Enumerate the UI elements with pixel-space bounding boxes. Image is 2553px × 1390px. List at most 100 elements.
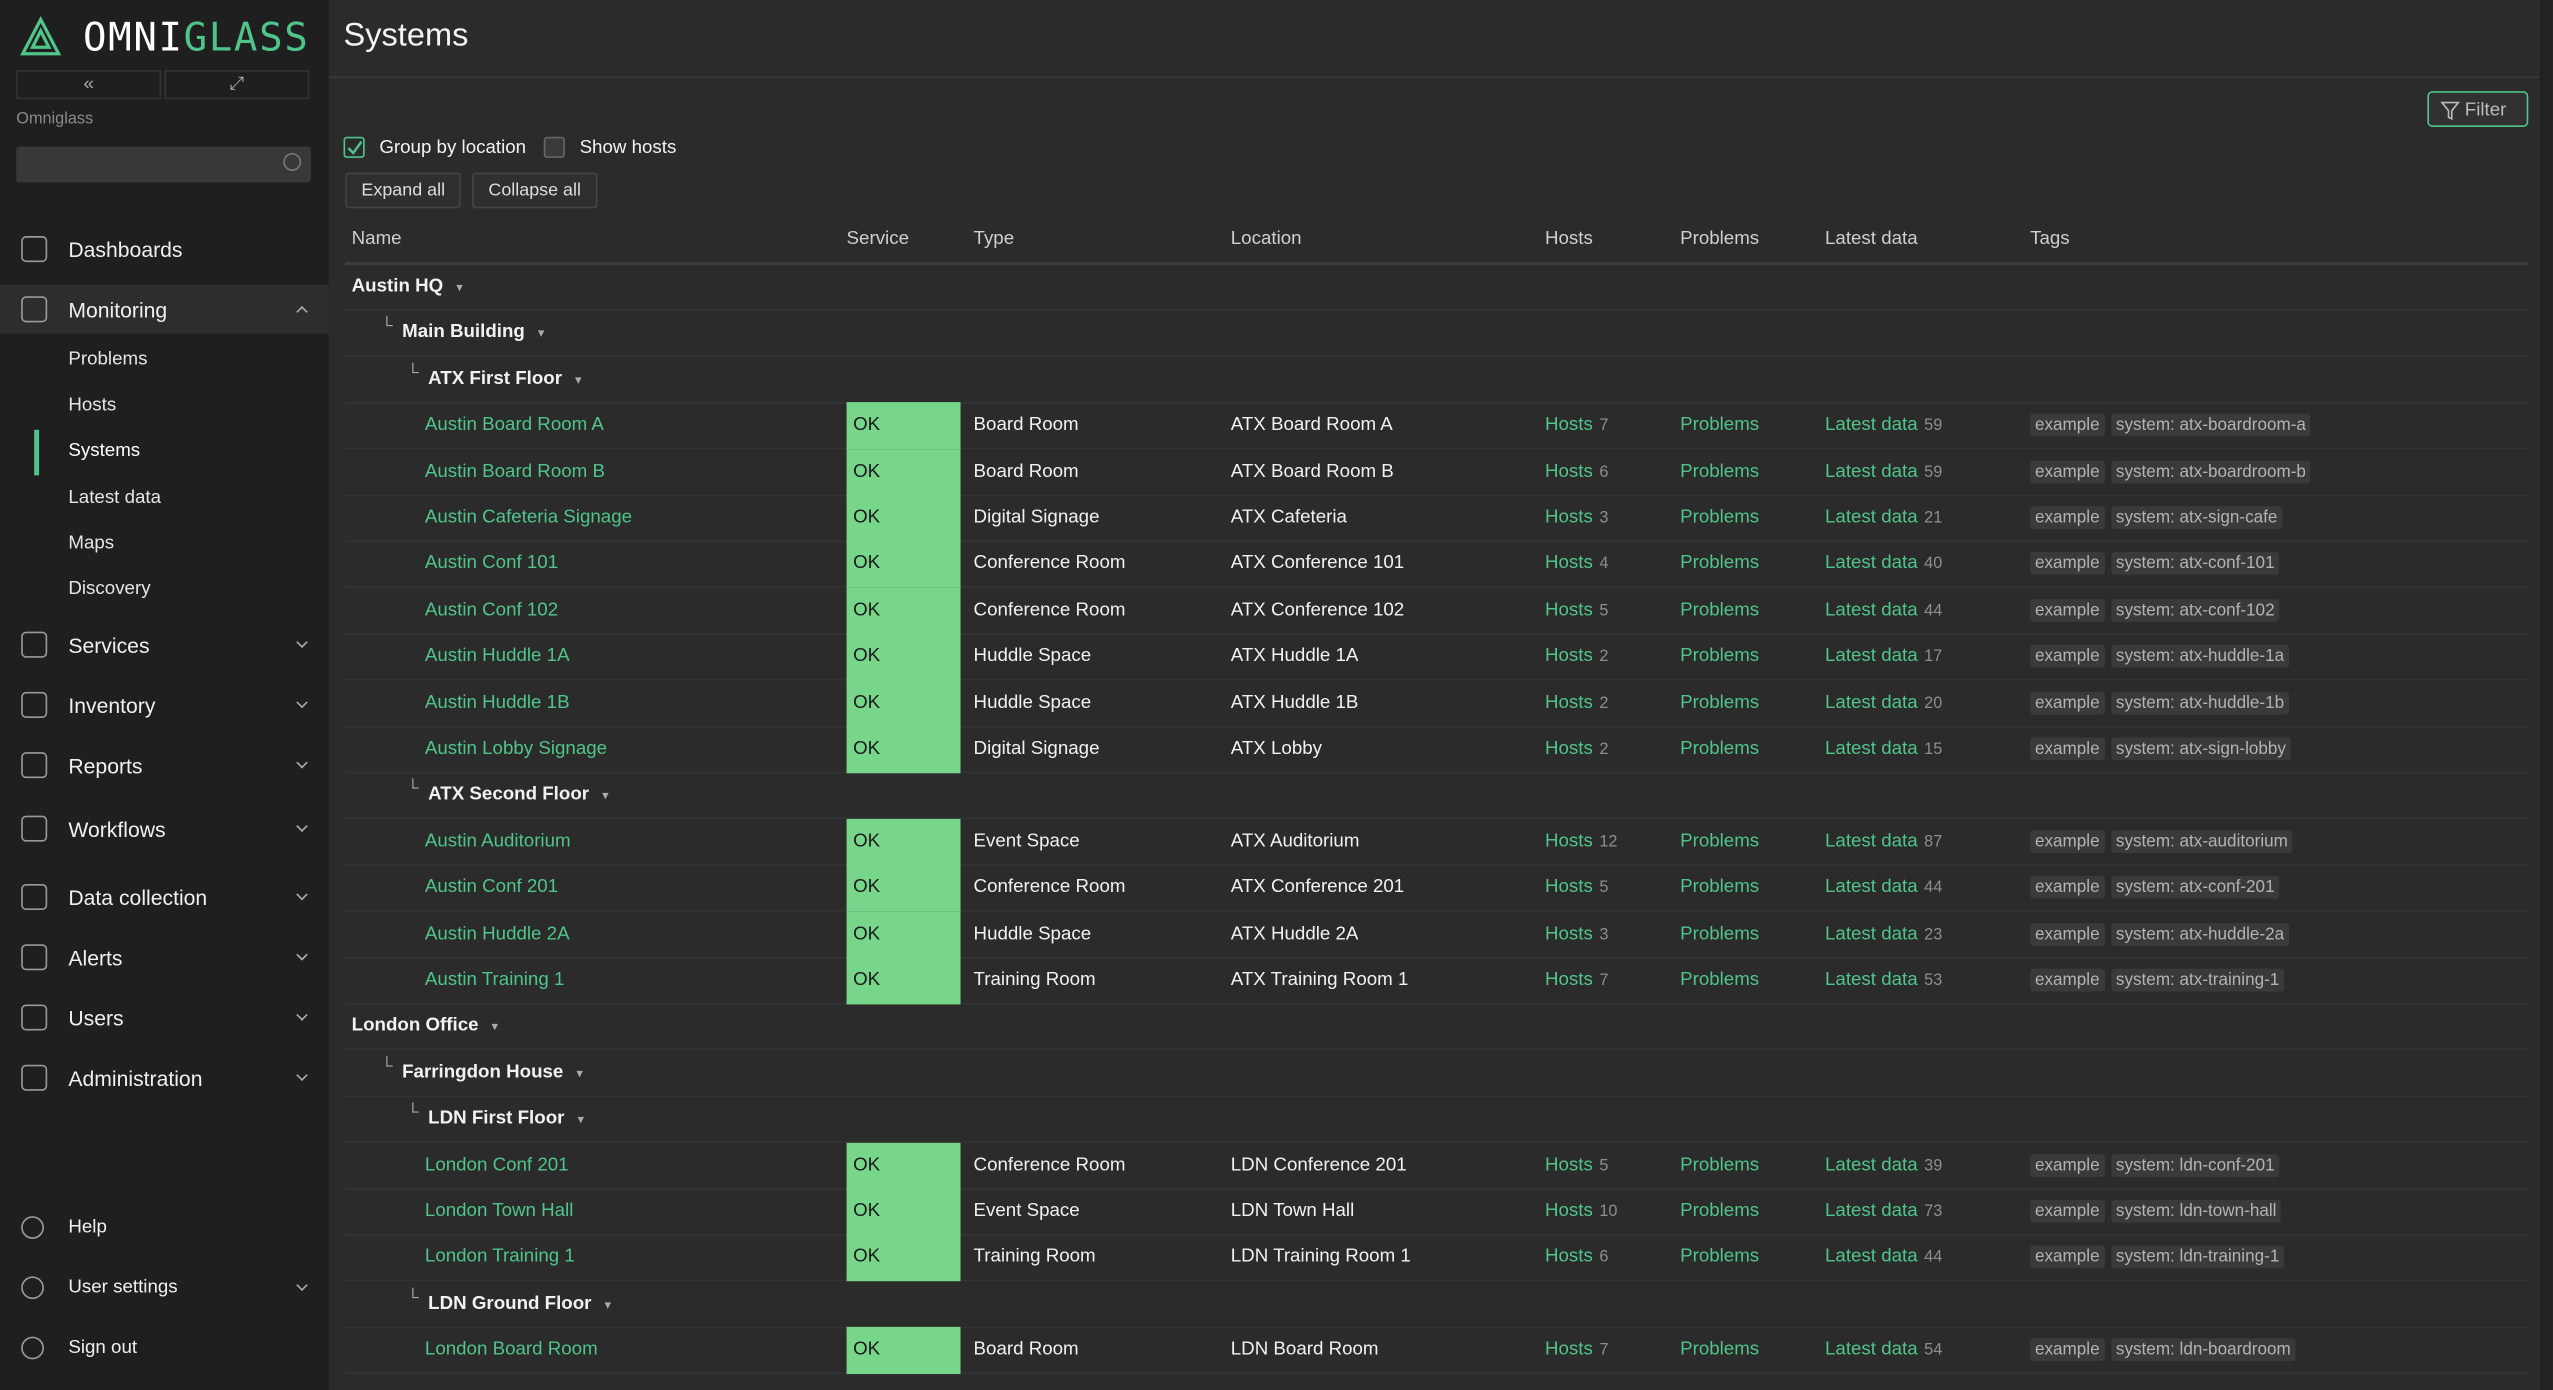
- hosts-link[interactable]: Hosts: [1544, 924, 1593, 944]
- bottom-item[interactable]: Help: [0, 1203, 329, 1252]
- system-name[interactable]: Austin Board Room A: [424, 415, 604, 435]
- hosts-link[interactable]: Hosts: [1544, 1201, 1593, 1221]
- latest-link[interactable]: Latest data: [1824, 924, 1918, 944]
- problems-link[interactable]: Problems: [1680, 924, 1760, 944]
- system-name[interactable]: Austin Conf 102: [424, 600, 559, 620]
- problems-link[interactable]: Problems: [1680, 461, 1760, 482]
- system-name[interactable]: Austin Huddle 2A: [424, 924, 570, 944]
- latest-link[interactable]: Latest data: [1824, 507, 1918, 528]
- group-name[interactable]: Austin HQ: [352, 264, 463, 310]
- group-name[interactable]: Main Building: [402, 310, 544, 356]
- bottom-item[interactable]: User settings: [0, 1263, 329, 1312]
- problems-link[interactable]: Problems: [1680, 739, 1760, 759]
- problems-link[interactable]: Problems: [1680, 831, 1760, 852]
- problems-link[interactable]: Problems: [1680, 877, 1760, 898]
- filter-button[interactable]: Filter: [2427, 91, 2529, 127]
- kiosk-button[interactable]: ⤢: [164, 70, 310, 100]
- latest-link[interactable]: Latest data: [1824, 646, 1918, 667]
- latest-link[interactable]: Latest data: [1824, 1340, 1918, 1360]
- system-name[interactable]: Austin Huddle 1A: [424, 646, 570, 667]
- hosts-link[interactable]: Hosts: [1544, 554, 1593, 574]
- latest-link[interactable]: Latest data: [1824, 877, 1918, 898]
- collapse-button[interactable]: «: [16, 70, 162, 100]
- nav-item[interactable]: Administration: [0, 1053, 329, 1102]
- nav-item[interactable]: Services: [0, 620, 329, 669]
- latest-link[interactable]: Latest data: [1824, 970, 1918, 990]
- latest-link[interactable]: Latest data: [1824, 554, 1918, 574]
- sub-nav-item[interactable]: Latest data: [68, 487, 162, 508]
- nav-item[interactable]: Workflows: [0, 804, 329, 853]
- problems-link[interactable]: Problems: [1680, 1155, 1760, 1175]
- nav-item[interactable]: Users: [0, 993, 329, 1042]
- system-name[interactable]: London Training 1: [424, 1247, 575, 1268]
- latest-link[interactable]: Latest data: [1824, 1201, 1918, 1221]
- problems-link[interactable]: Problems: [1680, 554, 1760, 574]
- group-name[interactable]: ATX First Floor: [428, 356, 581, 402]
- problems-link[interactable]: Problems: [1680, 600, 1760, 620]
- sub-nav-item[interactable]: Problems: [68, 350, 148, 370]
- hosts-link[interactable]: Hosts: [1544, 739, 1593, 759]
- hosts-link[interactable]: Hosts: [1544, 646, 1593, 667]
- latest-link[interactable]: Latest data: [1824, 739, 1918, 759]
- system-name[interactable]: London Board Room: [424, 1340, 598, 1360]
- group-name[interactable]: LDN First Floor: [428, 1096, 584, 1142]
- group-name[interactable]: Farringdon House: [402, 1050, 583, 1096]
- hosts-link[interactable]: Hosts: [1544, 970, 1593, 990]
- latest-link[interactable]: Latest data: [1824, 1247, 1918, 1268]
- problems-link[interactable]: Problems: [1680, 1201, 1760, 1221]
- problems-link[interactable]: Problems: [1680, 692, 1760, 713]
- system-name[interactable]: London Town Hall: [424, 1201, 574, 1221]
- search-input[interactable]: [16, 146, 311, 183]
- bottom-item[interactable]: Sign out: [0, 1324, 329, 1373]
- system-name[interactable]: Austin Training 1: [424, 970, 565, 990]
- hosts-link[interactable]: Hosts: [1544, 461, 1593, 482]
- hosts-link[interactable]: Hosts: [1544, 1155, 1593, 1175]
- latest-link[interactable]: Latest data: [1824, 415, 1918, 435]
- latest-link[interactable]: Latest data: [1824, 461, 1918, 482]
- system-name[interactable]: Austin Conf 101: [424, 554, 559, 574]
- problems-link[interactable]: Problems: [1680, 1340, 1760, 1360]
- problems-link[interactable]: Problems: [1680, 507, 1760, 528]
- problems-link[interactable]: Problems: [1680, 646, 1760, 667]
- hosts-link[interactable]: Hosts: [1544, 507, 1593, 528]
- collapse-all-button[interactable]: Collapse all: [472, 172, 598, 209]
- nav-item[interactable]: Monitoring: [0, 284, 329, 334]
- system-name[interactable]: London Conf 201: [424, 1155, 569, 1175]
- system-name[interactable]: Austin Huddle 1B: [424, 692, 570, 713]
- hosts-link[interactable]: Hosts: [1544, 1340, 1593, 1360]
- group-name[interactable]: LDN Ground Floor: [428, 1281, 611, 1327]
- sub-nav-item[interactable]: Systems: [68, 441, 141, 462]
- nav-item[interactable]: Dashboards: [0, 225, 329, 274]
- hosts-checkbox[interactable]: [543, 136, 565, 158]
- hosts-link[interactable]: Hosts: [1544, 877, 1593, 898]
- nav-item[interactable]: Reports: [0, 741, 329, 790]
- sub-nav-item[interactable]: Hosts: [68, 395, 117, 416]
- sub-nav-item[interactable]: Discovery: [68, 579, 151, 600]
- hosts-link[interactable]: Hosts: [1544, 600, 1593, 620]
- problems-link[interactable]: Problems: [1680, 970, 1760, 990]
- hosts-link[interactable]: Hosts: [1544, 415, 1593, 435]
- hosts-link[interactable]: Hosts: [1544, 831, 1593, 852]
- latest-link[interactable]: Latest data: [1824, 831, 1918, 852]
- nav-item[interactable]: Inventory: [0, 681, 329, 730]
- latest-link[interactable]: Latest data: [1824, 692, 1918, 713]
- group-name[interactable]: London Office: [352, 1003, 498, 1049]
- system-name[interactable]: Austin Lobby Signage: [424, 739, 608, 759]
- hosts-link[interactable]: Hosts: [1544, 1247, 1593, 1268]
- system-name[interactable]: Austin Board Room B: [424, 461, 605, 482]
- problems-link[interactable]: Problems: [1680, 415, 1760, 435]
- system-name[interactable]: Austin Auditorium: [424, 831, 571, 852]
- expand-all-button[interactable]: Expand all: [345, 172, 462, 209]
- system-type: Board Room: [973, 1340, 1079, 1360]
- problems-link[interactable]: Problems: [1680, 1247, 1760, 1268]
- latest-link[interactable]: Latest data: [1824, 1155, 1918, 1175]
- group-checkbox[interactable]: [343, 136, 365, 158]
- system-name[interactable]: Austin Conf 201: [424, 877, 559, 898]
- group-name[interactable]: ATX Second Floor: [428, 772, 608, 818]
- latest-link[interactable]: Latest data: [1824, 600, 1918, 620]
- nav-item[interactable]: Data collection: [0, 873, 329, 922]
- system-name[interactable]: Austin Cafeteria Signage: [424, 507, 633, 528]
- nav-item[interactable]: Alerts: [0, 933, 329, 982]
- hosts-link[interactable]: Hosts: [1544, 692, 1593, 713]
- sub-nav-item[interactable]: Maps: [68, 533, 115, 554]
